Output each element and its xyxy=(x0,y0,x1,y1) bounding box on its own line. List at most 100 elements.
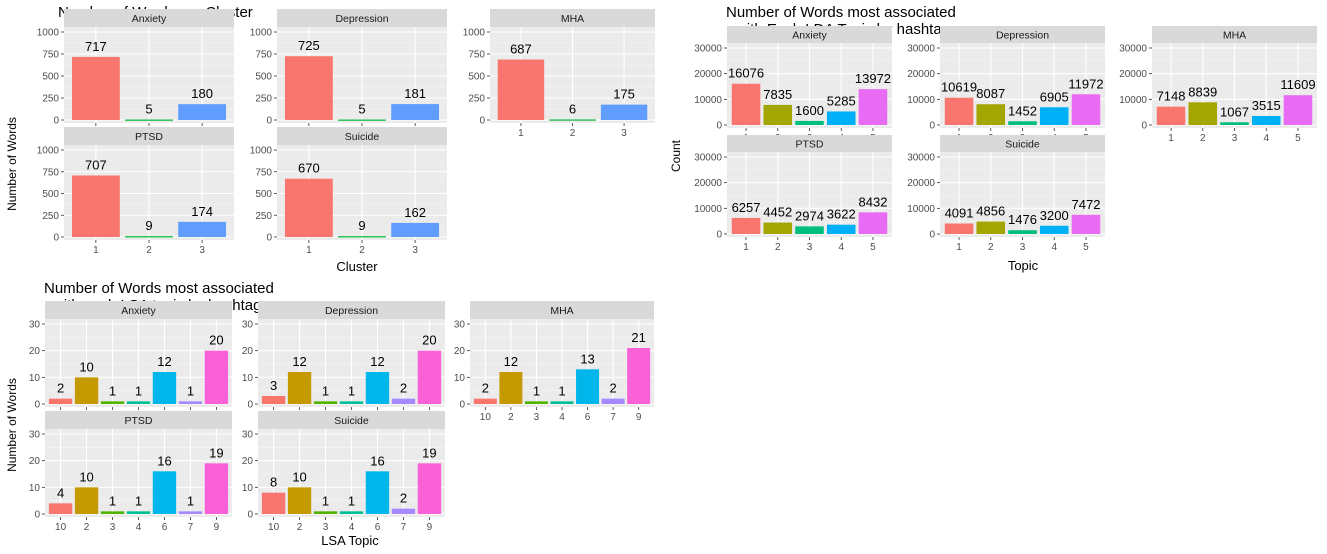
y-tick-label: 250 xyxy=(255,211,272,222)
bar-3 xyxy=(100,401,125,404)
bar-value-label: 174 xyxy=(191,204,213,219)
y-tick-label: 250 xyxy=(42,94,59,105)
y-tick-label: 0 xyxy=(459,400,465,411)
bar-6 xyxy=(152,471,177,514)
bar-value-label: 1 xyxy=(533,383,540,398)
chart-2: Number of Words most associatedwith Each… xyxy=(669,4,1317,273)
bar-6 xyxy=(576,369,600,404)
bar-value-label: 1600 xyxy=(795,103,824,118)
facet-ptsd: PTSD 0 250 500 750 1000 707 9 174 1 2 3 xyxy=(37,127,234,256)
bar-value-label: 20 xyxy=(422,333,436,348)
facet-label: Depression xyxy=(996,30,1049,42)
bar-6 xyxy=(152,372,177,404)
bar-1 xyxy=(71,175,120,237)
bar-value-label: 670 xyxy=(298,161,320,176)
facet-ptsd: PTSD 0 10000 20000 30000 6257 4452 2974 36228432… xyxy=(694,135,892,253)
bar-value-label: 13972 xyxy=(855,71,891,86)
bar-value-label: 16 xyxy=(370,453,384,468)
bar-6 xyxy=(365,372,390,404)
y-tick-label: 20 xyxy=(29,346,41,357)
bar-value-label: 11972 xyxy=(1068,76,1103,91)
x-tick-label: 3 xyxy=(534,412,540,423)
y-tick-label: 20000 xyxy=(694,178,722,189)
facet-strip xyxy=(277,127,447,145)
bar-value-label: 4452 xyxy=(763,205,792,220)
x-tick-label: 2 xyxy=(297,522,303,533)
facet-strip xyxy=(45,411,232,429)
bar-value-label: 9 xyxy=(145,218,152,233)
bar-value-label: 725 xyxy=(298,38,320,53)
x-tick-label: 3 xyxy=(1020,242,1026,253)
bar-2 xyxy=(763,222,793,234)
bar-3 xyxy=(100,511,125,514)
x-tick-label: 5 xyxy=(1295,133,1301,144)
y-tick-label: 0 xyxy=(34,510,40,521)
facet-depression: Depression 0 10000 20000 30000 10619 808714526… xyxy=(907,26,1105,144)
bar-3 xyxy=(795,226,824,234)
bar-7 xyxy=(178,511,203,514)
facet-strip xyxy=(64,9,234,27)
bar-value-label: 19 xyxy=(209,445,223,460)
bar-value-label: 1 xyxy=(135,383,142,398)
y-tick-label: 500 xyxy=(42,189,59,200)
x-tick-label: 10 xyxy=(268,522,280,533)
bar-value-label: 707 xyxy=(85,157,107,172)
y-tick-label: 0 xyxy=(53,116,59,127)
y-tick-label: 10000 xyxy=(694,204,722,215)
bar-1 xyxy=(731,83,761,125)
facet-label: PTSD xyxy=(124,415,152,427)
y-tick-label: 1000 xyxy=(463,28,486,39)
facet-strip xyxy=(45,301,232,319)
bar-3 xyxy=(178,221,227,237)
bar-value-label: 717 xyxy=(85,39,107,54)
bar-3 xyxy=(391,222,440,237)
bar-2 xyxy=(338,119,386,121)
facet-label: Depression xyxy=(325,305,378,317)
y-tick-label: 20000 xyxy=(694,69,722,80)
x-tick-label: 2 xyxy=(359,245,365,256)
facet-mha: MHA 0 10 20 30 2 12 1 1 13 2 21 10 2 3 4 6 7 9 xyxy=(454,301,654,423)
bar-value-label: 16 xyxy=(157,453,171,468)
bar-value-label: 12 xyxy=(292,354,306,369)
bar-value-label: 10 xyxy=(79,359,93,374)
x-tick-label: 9 xyxy=(636,412,642,423)
bar-4 xyxy=(339,511,364,514)
y-tick-label: 30000 xyxy=(907,153,935,164)
y-tick-label: 0 xyxy=(716,121,722,132)
y-tick-label: 500 xyxy=(468,72,485,83)
x-tick-label: 6 xyxy=(585,412,591,423)
y-tick-label: 1000 xyxy=(37,146,60,157)
y-tick-label: 30000 xyxy=(1119,44,1147,55)
x-tick-label: 6 xyxy=(162,522,168,533)
bar-4 xyxy=(126,511,151,514)
bar-4 xyxy=(826,224,856,234)
bar-2 xyxy=(763,104,793,125)
bar-1 xyxy=(284,56,333,120)
y-tick-label: 30 xyxy=(242,320,254,331)
bar-value-label: 7148 xyxy=(1157,89,1186,104)
chart-title: Number of Words most associated xyxy=(726,4,956,21)
y-tick-label: 30 xyxy=(242,430,254,441)
bar-9 xyxy=(417,350,442,404)
bar-value-label: 2 xyxy=(400,381,407,396)
x-tick-label: 2 xyxy=(1200,133,1206,144)
bar-value-label: 5285 xyxy=(827,93,856,108)
y-tick-label: 0 xyxy=(1141,121,1147,132)
y-tick-label: 500 xyxy=(255,189,272,200)
y-tick-label: 0 xyxy=(247,510,253,521)
bar-2 xyxy=(287,372,312,404)
bar-10 xyxy=(48,503,73,514)
y-tick-label: 0 xyxy=(479,116,485,127)
bar-3 xyxy=(391,104,440,120)
x-tick-label: 1 xyxy=(306,245,312,256)
x-tick-label: 2 xyxy=(988,242,994,253)
x-tick-label: 10 xyxy=(480,412,492,423)
facet-label: Depression xyxy=(335,13,388,25)
x-tick-label: 2 xyxy=(508,412,514,423)
facet-label: MHA xyxy=(550,305,573,317)
bar-10 xyxy=(48,398,73,404)
facet-strip xyxy=(490,9,655,27)
facet-label: PTSD xyxy=(795,139,823,151)
facet-strip xyxy=(470,301,654,319)
